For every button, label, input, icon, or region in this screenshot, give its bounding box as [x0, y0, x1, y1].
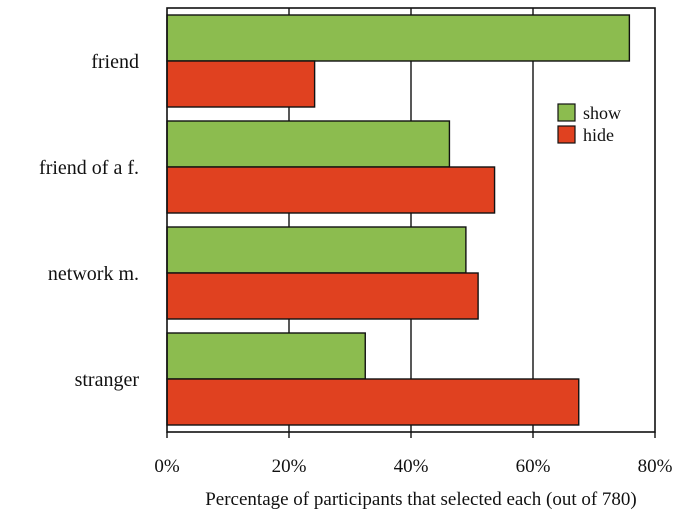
bar-hide-0 — [166, 60, 316, 108]
legend-swatch-hide — [557, 125, 576, 144]
legend-swatch-show — [557, 103, 576, 122]
category-labels: friend friend of a f. network m. stranger — [39, 51, 139, 391]
bar-hide-1 — [166, 166, 496, 214]
x-tick-label: 20% — [272, 456, 307, 477]
bar-show-2 — [166, 226, 467, 274]
x-tick-label: 60% — [516, 456, 551, 477]
category-label: network m. — [48, 263, 139, 285]
bar-hide-3 — [166, 378, 580, 426]
bar-show-1 — [166, 120, 451, 168]
x-tick-label: 0% — [154, 456, 180, 477]
x-tick-labels: 0% 20% 40% 60% 80% — [154, 456, 672, 477]
x-axis-label: Percentage of participants that selected… — [205, 489, 637, 510]
bar-hide-2 — [166, 272, 479, 320]
bar-show-0 — [166, 14, 631, 62]
bar-show-3 — [166, 332, 366, 380]
bars — [166, 14, 631, 426]
x-tick-label: 40% — [394, 456, 429, 477]
category-label: stranger — [75, 369, 140, 391]
x-ticks — [166, 432, 656, 438]
x-tick-label: 80% — [638, 456, 673, 477]
category-label: friend — [91, 51, 139, 73]
category-label: friend of a f. — [39, 157, 139, 179]
legend-label-show: show — [583, 103, 621, 123]
legend-label-hide: hide — [583, 125, 614, 145]
